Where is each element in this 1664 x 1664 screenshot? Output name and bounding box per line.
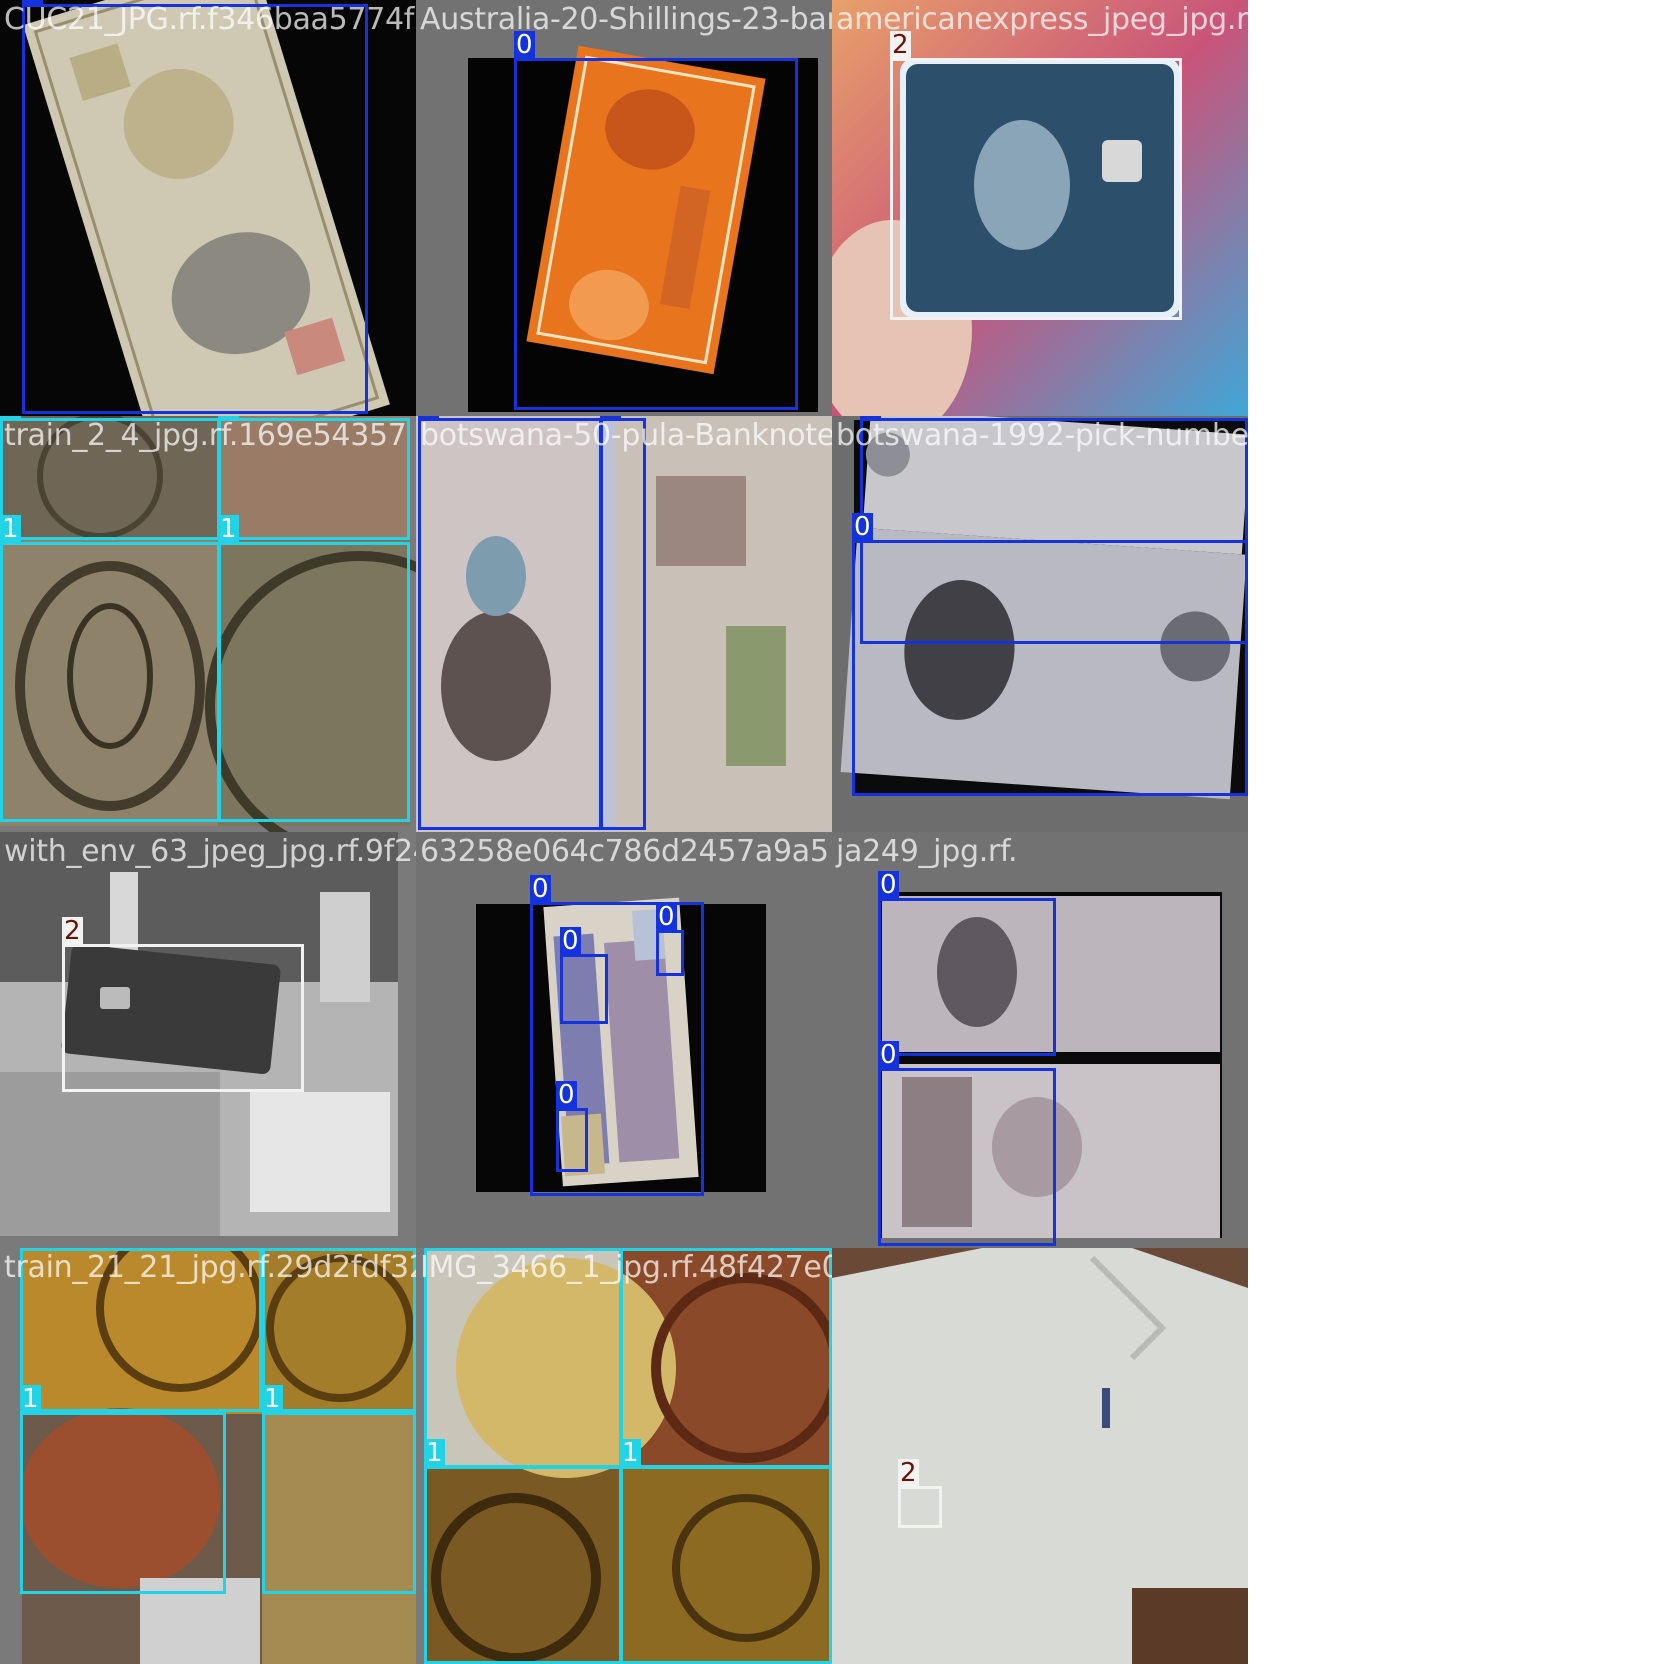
card-photo [832,0,1248,416]
tile-australia-banknote[interactable]: Australia-20-Shillings-23-banknote-20 0 [416,0,832,416]
detection-box[interactable]: 0 [878,1041,1056,1246]
tile-cuc-banknote[interactable]: CUC21_JPG.rf.f346baa5774f0831fab2810f273… [0,0,416,416]
detection-box[interactable]: 1 [424,1439,622,1664]
tile-coin-crops[interactable]: train_2_4_jpg.rf.169e54357 1 1 1 1 [0,416,416,832]
detection-box[interactable]: 1 [218,515,410,822]
detection-box[interactable]: 1 [20,1248,262,1412]
detection-box[interactable]: 0 [530,875,704,1196]
class-tag: 0 [878,1040,899,1070]
banknote-photo [416,416,832,832]
class-tag: 1 [218,514,239,544]
detection-box[interactable]: 0 [656,903,684,976]
class-tag: 0 [852,512,873,542]
class-tag: 0 [556,1080,577,1110]
class-tag: 0 [600,416,621,419]
class-tag: 1 [20,1384,41,1414]
tile-title: train_2_4_jpg.rf.169e54357 [4,418,407,453]
card-photo [0,832,416,1248]
detection-box[interactable]: 0 [600,416,646,830]
banknote-photo [832,832,1248,1248]
class-tag: 1 [0,416,21,419]
class-tag: 1 [262,1248,283,1249]
detection-box[interactable]: 0 [514,31,798,410]
tile-botswana-50-pula[interactable]: botswana-50-pula-Banknote-B16 0 0 [416,416,832,832]
detection-box[interactable]: 1 [20,1385,226,1594]
banknote-photo [416,0,832,416]
banknote-photo [416,832,832,1248]
class-tag: 0 [530,874,551,904]
tile-kyat-banknotes[interactable]: ja249_jpg.rf. 0 0 [832,832,1248,1248]
tile-title: ja249_jpg.rf. [836,834,1018,869]
class-tag: 2 [62,916,83,946]
tile-tshirt[interactable]: 2 [832,1248,1248,1664]
detection-box[interactable]: 1 [620,1439,832,1664]
class-tag: 0 [656,902,677,932]
tile-title: 63258e064c786d2457a9a5187b35e6e363fb3513… [420,834,832,869]
detection-box[interactable]: 2 [890,31,1182,320]
tile-title: botswana-50-pula-Banknote-B16 [420,418,832,453]
detection-box[interactable]: 1 [0,515,220,822]
class-tag: 2 [890,30,911,60]
class-tag: 1 [424,1438,445,1468]
shirt-photo [832,1248,1248,1664]
tile-botswana-5-pula[interactable]: botswana-1992-pick-number-8-5-pula-1 0 0 [832,416,1248,832]
tile-amex-card[interactable]: americanexpress_jpeg_jpg.rf.605f8b885270… [832,0,1248,416]
class-tag: 1 [620,1248,641,1249]
tile-title: CUC21_JPG.rf.f346baa5774f0831fab2810f273… [4,2,416,37]
class-tag: 0 [22,0,43,5]
tile-shilling-stack[interactable]: 63258e064c786d2457a9a5187b35e6e363fb3513… [416,832,832,1248]
detection-box[interactable]: 1 [262,1248,416,1412]
detection-box[interactable]: 2 [898,1459,942,1528]
tile-postepay-card[interactable]: with_env_63_jpeg_jpg.rf.9f243874707e7a77… [0,832,416,1248]
detection-box[interactable]: 0 [418,416,602,830]
class-tag: 0 [860,416,881,419]
detection-box[interactable]: 0 [560,927,608,1024]
detection-box[interactable]: 1 [218,416,410,540]
tile-title: Australia-20-Shillings-23-banknote-20 [420,2,832,37]
tile-title: americanexpress_jpeg_jpg.rf.605f8b885270… [836,2,1248,37]
class-tag: 1 [0,514,21,544]
class-tag: 1 [620,1438,641,1468]
class-tag: 0 [418,416,439,419]
banknote-photo [832,416,1248,832]
tile-title: with_env_63_jpeg_jpg.rf.9f243874707e7a77… [4,834,416,869]
tile-brass-coin-crops[interactable]: IMG_3466_1_jpg.rf.48f427e0247093231df942… [416,1248,832,1664]
class-tag: 1 [218,416,239,419]
detection-box[interactable]: 0 [556,1081,588,1172]
class-tag: 0 [878,870,899,900]
detection-box[interactable]: 0 [22,0,368,414]
tile-gold-coin-crops[interactable]: train_21_21_jpg.rf.29d2fdf32 1 1 1 1 [0,1248,416,1664]
class-tag: 1 [20,1248,41,1249]
class-tag: 0 [514,30,535,60]
banknote-photo [0,0,416,416]
class-tag: 0 [560,926,581,956]
coin-photo [0,1248,416,1664]
detection-box[interactable]: 0 [852,513,1248,796]
tile-title: train_21_21_jpg.rf.29d2fdf32 [4,1250,416,1285]
coin-photo [0,416,416,832]
class-tag: 1 [262,1384,283,1414]
mosaic-grid: CUC21_JPG.rf.f346baa5774f0831fab2810f273… [0,0,1248,1664]
coin-photo [416,1248,832,1664]
tile-title: botswana-1992-pick-number-8-5-pula-1 [836,418,1248,453]
detection-box[interactable]: 0 [878,871,1056,1056]
tile-title: IMG_3466_1_jpg.rf.48f427e0247093231df942… [420,1250,832,1285]
detection-box[interactable]: 2 [62,917,304,1092]
detection-box[interactable]: 1 [262,1385,416,1594]
class-tag: 2 [898,1458,919,1488]
class-tag: 1 [424,1248,445,1249]
